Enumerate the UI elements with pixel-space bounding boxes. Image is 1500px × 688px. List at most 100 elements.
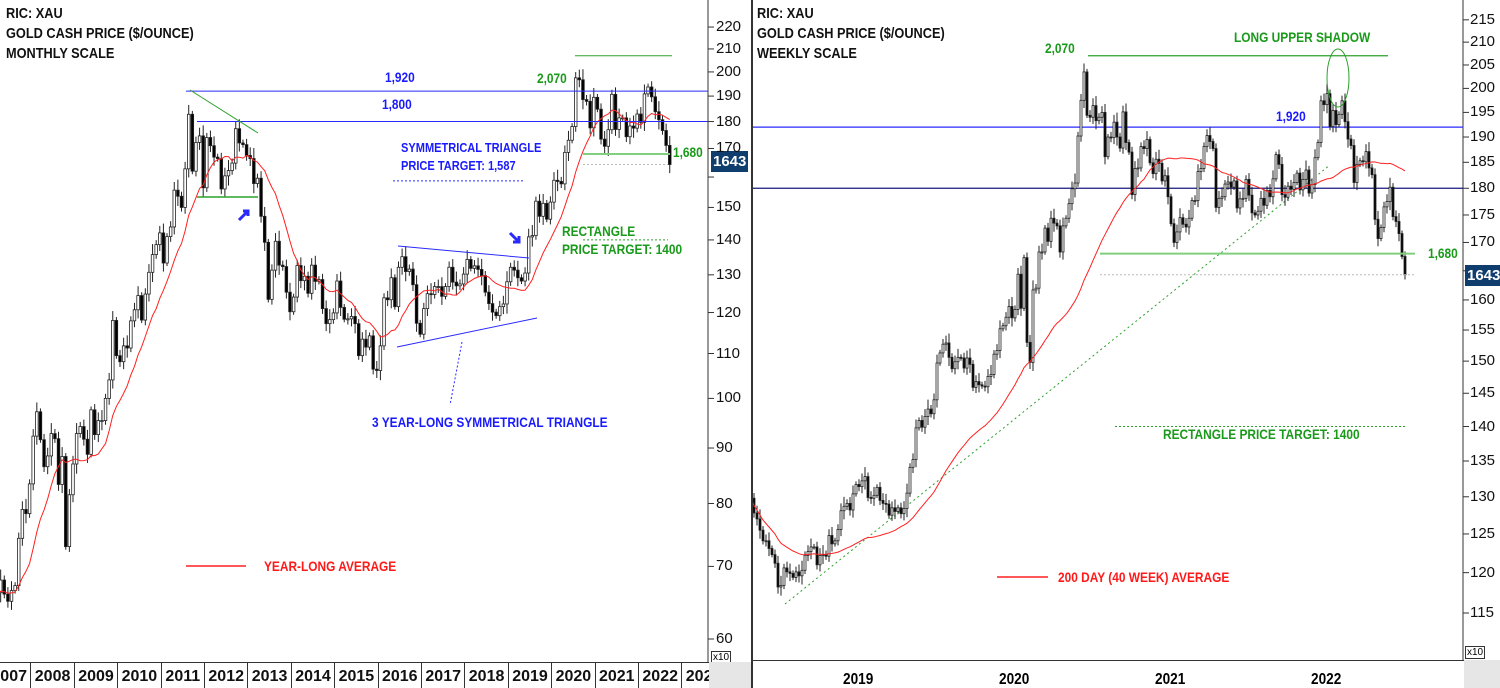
candle-body: [911, 459, 915, 468]
candle-body: [342, 307, 346, 320]
candle-body: [1205, 135, 1209, 147]
candle-body: [1103, 111, 1107, 158]
header-title: GOLD CASH PRICE ($/OUNCE): [6, 25, 194, 42]
candle-body: [1058, 225, 1062, 253]
y-tick-label: 205: [1470, 55, 1496, 73]
x-tick-label: 2021: [1155, 671, 1186, 688]
candle-body: [1373, 174, 1377, 220]
candle-body: [454, 281, 459, 287]
candle-body: [938, 352, 942, 364]
candle-body: [205, 137, 209, 189]
candle-body: [1085, 71, 1089, 116]
candle-body: [1160, 162, 1164, 182]
header-title: GOLD CASH PRICE ($/OUNCE): [757, 25, 945, 42]
candle-body: [190, 113, 195, 172]
candle-body: [407, 268, 412, 272]
candle-body: [1259, 197, 1263, 212]
candle-body: [313, 264, 318, 282]
candle-body: [1025, 257, 1029, 343]
candle-body: [1046, 227, 1050, 242]
candle-body: [923, 416, 927, 428]
candle-body: [1079, 99, 1083, 137]
candle-body: [422, 308, 426, 335]
candle-body: [1337, 113, 1341, 126]
candle-body: [1043, 227, 1047, 253]
candle-body: [389, 277, 393, 301]
x-tick-label: 2014: [292, 663, 336, 688]
candle-body: [60, 456, 64, 485]
candle-body: [610, 93, 614, 131]
candle-body: [114, 320, 119, 357]
candle-body: [45, 455, 50, 468]
candle-body: [512, 266, 516, 271]
candle-body: [1304, 169, 1308, 180]
label-2070: 2,070: [537, 70, 567, 86]
candle-body: [758, 518, 762, 531]
candle-body: [545, 202, 549, 220]
candle-body: [1391, 186, 1395, 218]
candle-body: [208, 137, 213, 147]
candle-body: [1295, 172, 1299, 183]
candle-body: [1292, 182, 1296, 190]
candle-body: [411, 268, 415, 286]
y-tick-label: 200: [1470, 79, 1496, 97]
candle-body: [187, 113, 191, 170]
candle-body: [27, 483, 32, 515]
candle-body: [400, 256, 404, 268]
candle-body: [563, 151, 567, 185]
y-tick-label: 170: [1470, 233, 1496, 251]
candle-body: [1196, 171, 1200, 201]
candle-body: [944, 342, 948, 345]
candle-body: [1040, 251, 1044, 254]
candle-body: [1034, 287, 1038, 291]
candle-body: [1265, 189, 1269, 206]
candle-body: [1313, 157, 1317, 185]
candle-body: [404, 256, 408, 272]
candle-body: [548, 201, 553, 220]
candle-body: [1187, 217, 1191, 228]
candle-body: [176, 189, 180, 197]
y-tick-label: 195: [1470, 103, 1496, 121]
candle-body: [896, 507, 900, 512]
y-tick-label: 115: [1470, 604, 1494, 621]
candle-body: [1394, 216, 1398, 222]
y-tick-label: 145: [1470, 384, 1496, 402]
candle-body: [588, 100, 592, 129]
candle-body: [1130, 151, 1134, 196]
candle-body: [1076, 135, 1080, 184]
candle-body: [1277, 154, 1281, 165]
y-tick-label: 130: [716, 265, 742, 283]
candle-body: [385, 297, 390, 301]
candle-body: [179, 195, 184, 208]
candle-body: [908, 466, 912, 494]
candle-body: [1073, 182, 1077, 190]
candle-body: [1115, 121, 1119, 138]
candle-body: [1142, 146, 1146, 149]
candle-body: [1343, 100, 1347, 123]
candle-body: [31, 435, 35, 485]
candle-body: [1178, 217, 1182, 233]
candle-body: [869, 497, 873, 499]
candle-body: [920, 420, 924, 428]
candle-body: [1376, 218, 1380, 239]
candle-body: [584, 99, 589, 102]
candle-body: [851, 493, 855, 511]
candle-body: [1100, 111, 1104, 118]
candle-body: [1307, 169, 1311, 194]
label-2070: 2,070: [1045, 40, 1075, 56]
x-tick-label: 2017: [422, 663, 466, 688]
candle-body: [1121, 111, 1125, 149]
candle-body: [1199, 168, 1203, 172]
candle-body: [266, 241, 270, 300]
candle-body: [770, 548, 774, 556]
candle-body: [71, 463, 75, 496]
candle-body: [664, 130, 668, 146]
y-tick-label: 190: [1470, 128, 1496, 146]
candle-body: [878, 486, 882, 501]
candle-body: [642, 93, 647, 123]
label-long-upper-shadow: LONG UPPER SHADOW: [1234, 29, 1371, 45]
candle-body: [161, 232, 166, 264]
candle-body: [624, 117, 629, 138]
candle-body: [995, 350, 999, 355]
arrow-down-right-icon: [508, 231, 521, 244]
